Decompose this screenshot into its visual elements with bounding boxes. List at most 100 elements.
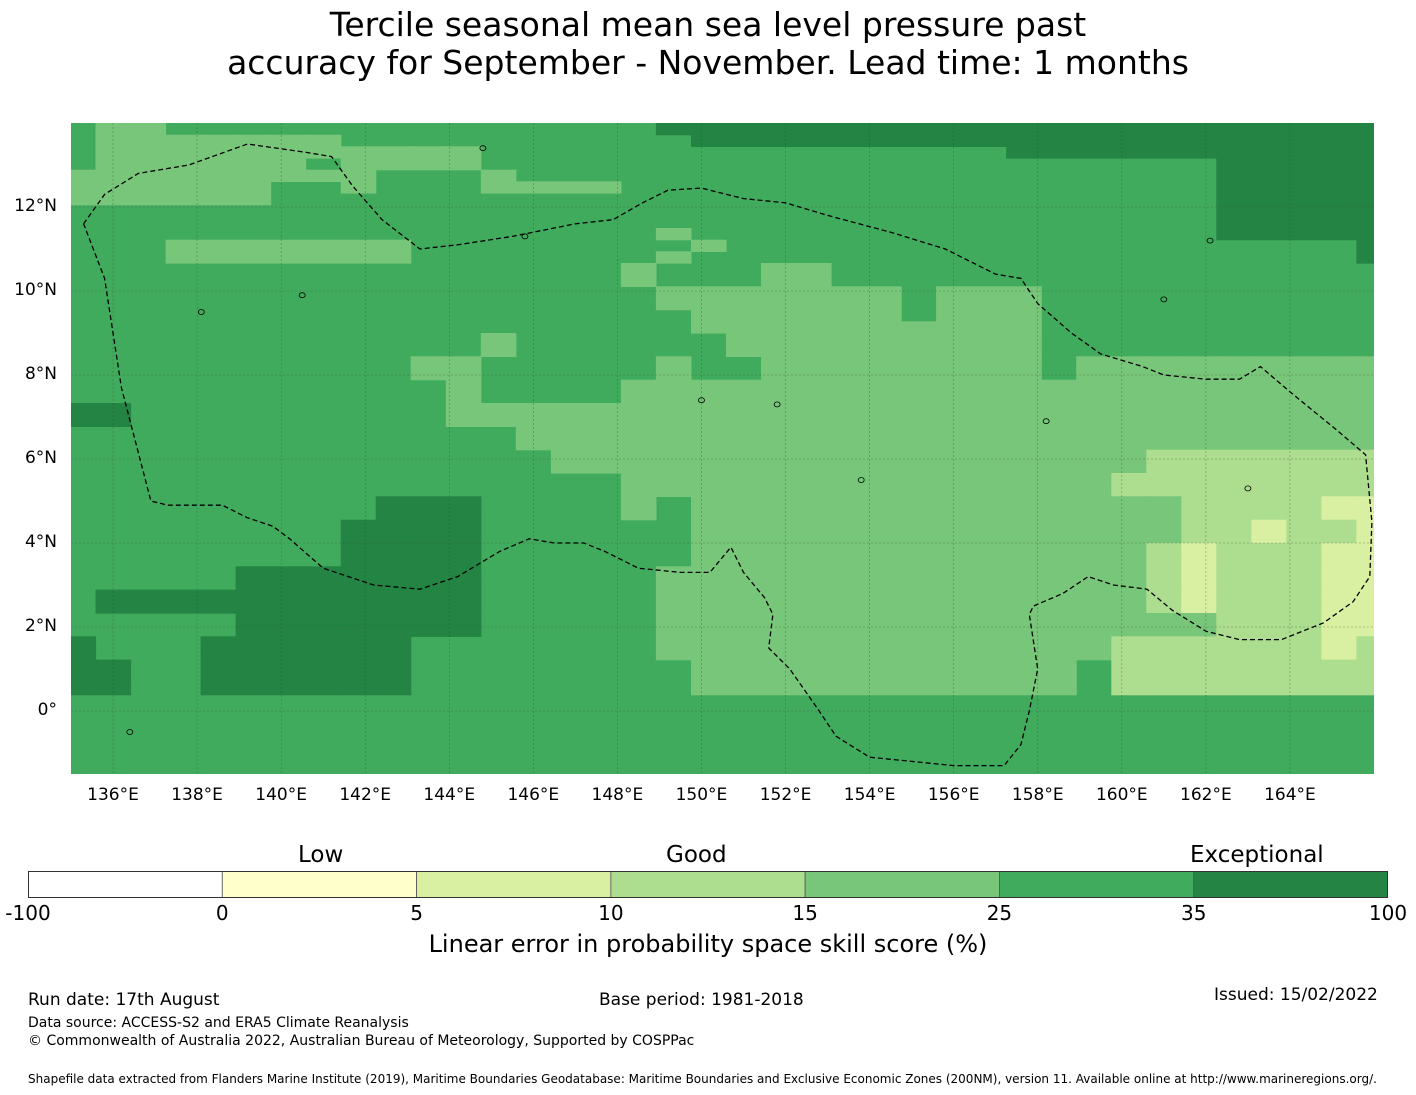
skill-cell bbox=[130, 158, 167, 171]
skill-cell bbox=[796, 578, 832, 591]
skill-cell bbox=[761, 344, 797, 357]
skill-cell bbox=[1181, 648, 1217, 661]
skill-cell bbox=[1216, 123, 1252, 136]
skill-cell bbox=[1041, 671, 1077, 684]
skill-cell bbox=[1216, 379, 1252, 392]
map-title: Tercile seasonal mean sea level pressure… bbox=[0, 6, 1416, 82]
skill-cell bbox=[761, 449, 797, 462]
skill-cell bbox=[1041, 683, 1077, 696]
colorbar-category-good: Good bbox=[666, 842, 727, 868]
skill-cell bbox=[726, 636, 762, 649]
skill-cell bbox=[971, 683, 1007, 696]
skill-cell bbox=[445, 531, 482, 544]
skill-cell bbox=[866, 134, 902, 147]
skill-cell bbox=[971, 473, 1007, 486]
skill-cell bbox=[1251, 589, 1287, 602]
skill-cell bbox=[585, 181, 622, 194]
skill-cell bbox=[726, 321, 762, 334]
skill-cell bbox=[866, 624, 902, 637]
skill-cell bbox=[71, 169, 97, 182]
skill-cell bbox=[1041, 391, 1077, 404]
skill-cell bbox=[831, 531, 867, 544]
skill-cell bbox=[936, 484, 972, 497]
skill-cell bbox=[1286, 601, 1322, 614]
skill-cell bbox=[866, 601, 902, 614]
skill-cell bbox=[165, 589, 202, 602]
skill-cell bbox=[691, 648, 727, 661]
skill-cell bbox=[1251, 624, 1287, 637]
skill-cell bbox=[901, 403, 937, 416]
skill-cell bbox=[270, 134, 307, 147]
colorbar-tick-label: -100 bbox=[5, 901, 51, 925]
skill-cell bbox=[831, 484, 867, 497]
skill-cell bbox=[1146, 636, 1182, 649]
skill-cell bbox=[1006, 624, 1042, 637]
skill-cell bbox=[1356, 216, 1374, 229]
skill-cell bbox=[936, 648, 972, 661]
skill-cell bbox=[550, 438, 587, 451]
skill-cell bbox=[831, 636, 867, 649]
skill-cell bbox=[620, 403, 657, 416]
skill-cell bbox=[1321, 204, 1357, 217]
skill-cell bbox=[1321, 659, 1357, 672]
skill-cell bbox=[655, 414, 692, 427]
skill-cell bbox=[340, 624, 377, 637]
skill-cell bbox=[1181, 683, 1217, 696]
skill-cell bbox=[1286, 379, 1322, 392]
skill-cell bbox=[761, 519, 797, 532]
skill-cell bbox=[1146, 613, 1182, 626]
skill-cell bbox=[1216, 519, 1252, 532]
skill-cell bbox=[1006, 543, 1042, 556]
skill-cell bbox=[901, 134, 937, 147]
skill-cell bbox=[796, 438, 832, 451]
skill-cell bbox=[1251, 554, 1287, 567]
skill-cell bbox=[1356, 613, 1374, 626]
skill-cell bbox=[71, 671, 97, 684]
skill-cell bbox=[831, 134, 867, 147]
skill-cell bbox=[620, 274, 657, 287]
skill-cell bbox=[480, 344, 517, 357]
skill-cell bbox=[1216, 414, 1252, 427]
skill-cell bbox=[726, 414, 762, 427]
skill-cell bbox=[831, 473, 867, 486]
skill-cell bbox=[726, 683, 762, 696]
skill-cell bbox=[1216, 543, 1252, 556]
longitude-label: 144°E bbox=[423, 785, 476, 805]
skill-cell bbox=[340, 158, 377, 171]
skill-cell bbox=[1076, 391, 1112, 404]
skill-cell bbox=[1286, 193, 1322, 206]
skill-cell bbox=[1321, 543, 1357, 556]
skill-cell bbox=[445, 391, 482, 404]
skill-cell bbox=[866, 683, 902, 696]
skill-cell bbox=[691, 426, 727, 439]
skill-cell bbox=[235, 566, 272, 579]
skill-cell bbox=[1181, 636, 1217, 649]
skill-cell bbox=[1006, 484, 1042, 497]
skill-cell bbox=[1251, 134, 1287, 147]
skill-cell bbox=[340, 601, 377, 614]
skill-cell bbox=[1076, 624, 1112, 637]
skill-cell bbox=[1111, 601, 1147, 614]
skill-cell bbox=[270, 636, 307, 649]
skill-cell bbox=[1146, 134, 1182, 147]
skill-cell bbox=[761, 566, 797, 579]
skill-cell bbox=[726, 531, 762, 544]
skill-cell bbox=[866, 578, 902, 591]
skill-cell bbox=[1321, 671, 1357, 684]
skill-cell bbox=[796, 683, 832, 696]
skill-cell bbox=[620, 438, 657, 451]
skill-cell bbox=[1146, 449, 1182, 462]
skill-cell bbox=[866, 286, 902, 299]
skill-cell bbox=[761, 123, 797, 136]
skill-cell bbox=[1076, 414, 1112, 427]
skill-cell bbox=[726, 333, 762, 346]
skill-cell bbox=[1111, 578, 1147, 591]
skill-cell bbox=[901, 659, 937, 672]
colorbar-tick-label: 25 bbox=[986, 901, 1013, 925]
skill-cell bbox=[445, 414, 482, 427]
skill-cell bbox=[1356, 356, 1374, 369]
skill-cell bbox=[340, 169, 377, 182]
skill-cell bbox=[1181, 484, 1217, 497]
skill-cell bbox=[410, 578, 447, 591]
skill-cell bbox=[1251, 216, 1287, 229]
